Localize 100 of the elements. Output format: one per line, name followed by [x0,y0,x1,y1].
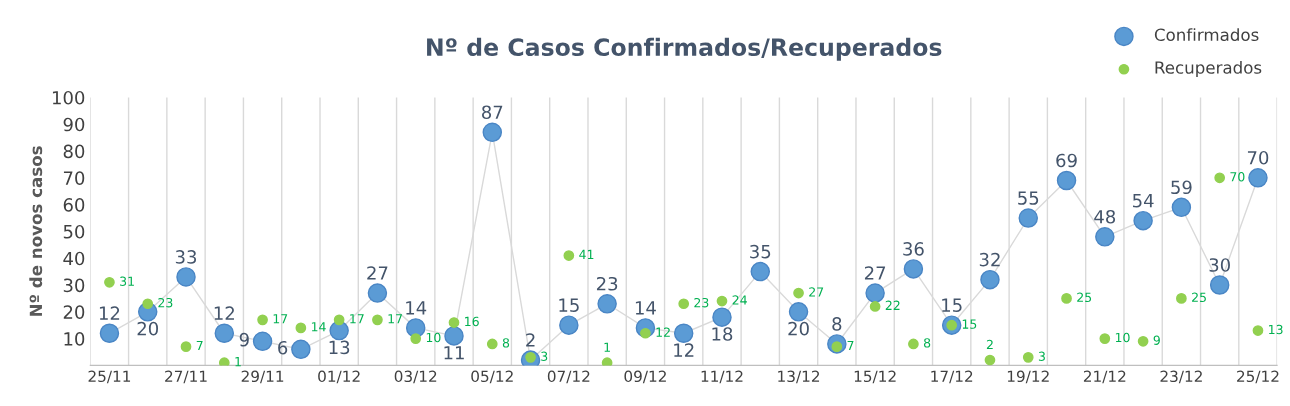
point [793,287,804,299]
point [673,323,694,343]
legend-label: Recuperados [1155,60,1262,78]
x-tick-label: 09/12 [624,370,666,384]
data-label: 2 [526,333,535,347]
point [291,339,311,360]
data-label: 35 [750,244,771,259]
point [333,314,345,326]
data-label: 59 [1171,180,1192,195]
point [980,269,1000,290]
data-label: 32 [979,252,1000,267]
point [1061,293,1072,304]
data-label: 8 [502,338,510,348]
x-tick-label: 15/12 [854,370,896,384]
data-label: 27 [809,287,824,297]
data-label: 1 [235,357,241,367]
data-label: 87 [482,105,503,120]
point [563,250,575,261]
data-label: 8 [923,338,931,348]
y-tick-label: 40 [63,251,85,266]
data-label: 69 [1056,153,1077,168]
data-label: 54 [1133,194,1154,208]
data-label: 23 [694,297,709,308]
x-tick-label: 05/12 [471,370,513,384]
data-label: 15 [962,319,977,329]
y-tick-label: 30 [63,278,85,293]
x-tick-label: 19/12 [1007,370,1049,384]
point [295,322,307,334]
x-tick-label: 07/12 [547,370,590,384]
data-label: 7 [847,340,854,351]
data-label: 27 [864,266,886,280]
data-label: 31 [120,276,134,286]
data-label: 23 [596,276,618,291]
data-label: 48 [1094,209,1116,224]
point [372,314,383,326]
data-label: 2 [986,339,993,350]
y-tick-label: 60 [63,198,85,212]
x-tick-label: 23/12 [1160,370,1202,384]
point [482,122,503,143]
data-label: 8 [832,317,842,331]
data-label: 20 [137,321,159,336]
y-tick-label: 50 [63,224,85,239]
x-tick-label: 13/12 [778,370,820,384]
x-tick-label: 17/12 [931,370,973,384]
point [486,338,498,350]
data-label: 11 [444,346,464,360]
point [865,283,885,303]
data-label: 13 [1269,324,1283,335]
data-label: 17 [350,314,364,324]
x-tick-label: 25/12 [1237,370,1279,384]
point [367,283,388,303]
data-label: 14 [635,301,656,315]
data-label: 1 [604,342,610,352]
point [984,354,996,366]
y-tick-label: 70 [63,171,85,185]
data-label: 16 [465,316,479,327]
data-label: 3 [1038,351,1045,361]
legend-label: Confirmados [1154,28,1259,42]
x-tick-label: 11/12 [701,370,743,384]
point [1056,170,1077,191]
point [448,317,460,328]
point [903,259,924,279]
data-label: 55 [1018,191,1039,205]
data-label: 18 [712,327,733,341]
point [1137,335,1149,347]
data-label: 12 [674,343,694,357]
data-label: 6 [278,340,288,355]
point [180,341,192,352]
point [1171,197,1192,218]
y-tick-label: 10 [64,332,85,346]
x-tick-label: 21/12 [1083,370,1126,384]
point [252,331,273,352]
data-label: 14 [406,301,427,315]
data-label: 17 [273,314,288,324]
point [1099,333,1111,344]
data-label: 10 [426,332,441,343]
point [1214,172,1226,184]
point [218,357,230,366]
data-label: 22 [885,300,900,310]
data-label: 23 [158,297,173,308]
y-tick-label: 90 [63,117,85,132]
x-tick-label: 01/12 [318,370,360,384]
data-label: 17 [388,314,402,324]
point [214,323,235,343]
x-tick-label: 27/11 [165,370,207,384]
point [410,333,422,344]
point [1209,275,1230,295]
point [1022,352,1034,363]
point [601,357,613,366]
data-label: 70 [1230,172,1245,182]
y-axis-title: Nº de novos casos [29,146,43,316]
point [908,338,919,350]
data-label: 20 [788,321,809,336]
point [1133,210,1153,231]
x-tick-label: 25/11 [88,370,131,384]
x-tick-label: 29/11 [241,370,284,384]
data-label: 41 [579,249,594,259]
point [678,298,690,310]
data-label: 24 [732,295,747,305]
x-tick-label: 03/12 [394,370,437,384]
